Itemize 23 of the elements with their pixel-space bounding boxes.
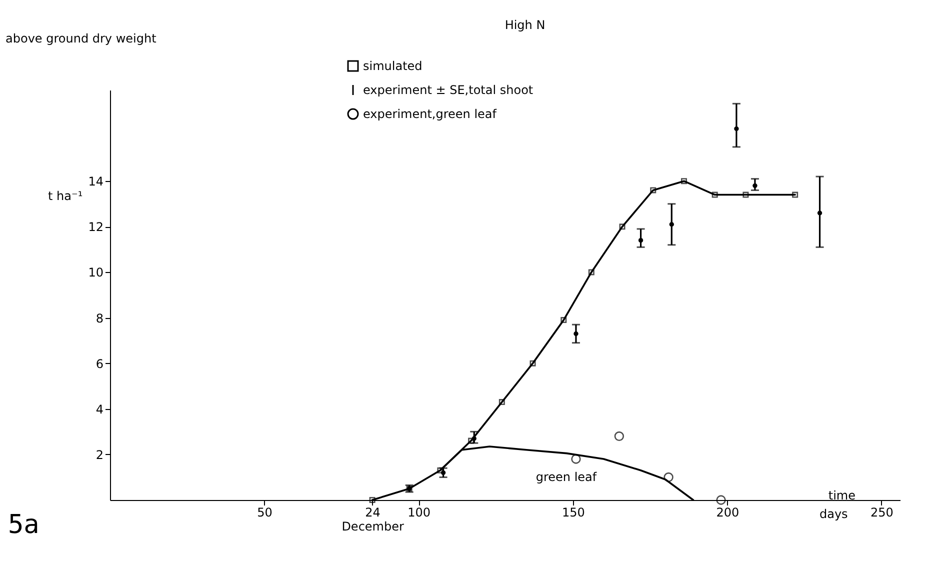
annotation: green leaf [536, 470, 597, 484]
y-tick-label: 2 [96, 448, 104, 462]
x-tick-label: 200 [716, 506, 740, 520]
x-tick-label: 150 [562, 506, 585, 520]
text: t ha⁻¹ [48, 189, 83, 204]
y-tick-label: 10 [88, 266, 104, 280]
legend-label: experiment ± SE,total shoot [363, 83, 534, 97]
y-tick-label: 6 [96, 356, 104, 371]
legend-label: simulated [363, 59, 422, 73]
x-tick-label: 50 [257, 506, 272, 520]
x-tick-label: 250 [870, 506, 894, 520]
text: days [819, 507, 848, 521]
legend-label: experiment,green leaf [363, 107, 498, 121]
x-axis-title: time [828, 488, 856, 502]
x-tick-label: 100 [408, 506, 431, 520]
y-tick-label: 12 [88, 220, 104, 234]
y-tick-label: 8 [96, 311, 104, 326]
y-axis-title: above ground dry weight [6, 32, 157, 46]
text: 5a [8, 510, 40, 540]
y-tick-label: 4 [96, 402, 104, 416]
chart-title: High N [504, 18, 546, 32]
y-tick-label: 14 [88, 174, 104, 189]
x-tick-label: 24 December [342, 506, 404, 534]
